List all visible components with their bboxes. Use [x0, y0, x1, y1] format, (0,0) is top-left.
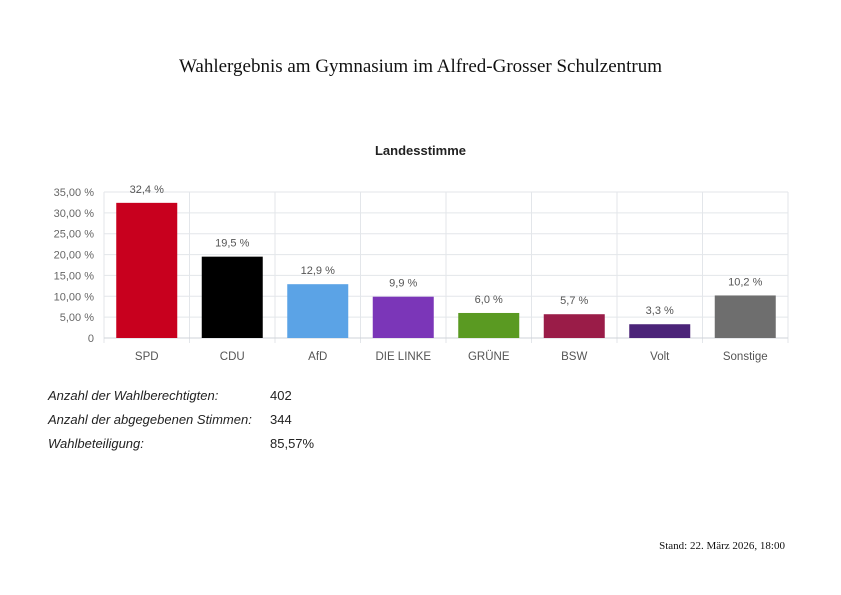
bar-cdu	[201, 256, 263, 338]
x-tick-label: SPD	[135, 351, 159, 363]
bar-grüne	[458, 312, 520, 338]
y-tick-label: 20,00 %	[54, 250, 95, 262]
x-tick-label: BSW	[561, 351, 587, 363]
data-label: 6,0 %	[475, 294, 503, 306]
data-label: 5,7 %	[560, 295, 588, 307]
x-tick-label: Sonstige	[723, 351, 768, 363]
bar-bsw	[543, 314, 605, 338]
stat-value: 402	[270, 388, 292, 403]
bar-volt	[629, 324, 691, 338]
data-label: 32,4 %	[130, 184, 164, 196]
stat-label: Wahlbeteiligung:	[48, 436, 144, 451]
data-label: 3,3 %	[646, 305, 674, 317]
stat-label: Anzahl der Wahlberechtigten:	[48, 388, 219, 403]
data-label: 19,5 %	[215, 238, 249, 250]
x-tick-label: Volt	[650, 351, 670, 363]
bar-spd	[116, 202, 178, 338]
data-label: 12,9 %	[301, 265, 335, 277]
x-tick-label: DIE LINKE	[375, 351, 431, 363]
x-tick-label: AfD	[308, 351, 327, 363]
data-label: 9,9 %	[389, 278, 417, 290]
y-tick-label: 25,00 %	[54, 229, 95, 241]
y-tick-label: 15,00 %	[54, 270, 95, 282]
data-label: 10,2 %	[728, 276, 762, 288]
timestamp: Stand: 22. März 2026, 18:00	[659, 540, 785, 552]
bar-sonstige	[714, 295, 776, 338]
stat-label: Anzahl der abgegebenen Stimmen:	[48, 412, 252, 427]
stat-value: 85,57%	[270, 436, 315, 451]
bar-afd	[287, 284, 349, 338]
stat-value: 344	[270, 412, 292, 427]
page-title: Wahlergebnis am Gymnasium im Alfred-Gros…	[178, 56, 663, 77]
y-tick-label: 30,00 %	[54, 208, 95, 220]
y-tick-label: 0	[88, 333, 94, 345]
x-tick-label: CDU	[220, 351, 245, 363]
y-tick-label: 35,00 %	[54, 187, 95, 199]
y-tick-label: 10,00 %	[54, 291, 95, 303]
bar-die-linke	[372, 296, 434, 338]
chart-title: Landesstimme	[374, 143, 467, 158]
y-tick-label: 5,00 %	[60, 312, 94, 324]
x-tick-label: GRÜNE	[468, 351, 510, 363]
